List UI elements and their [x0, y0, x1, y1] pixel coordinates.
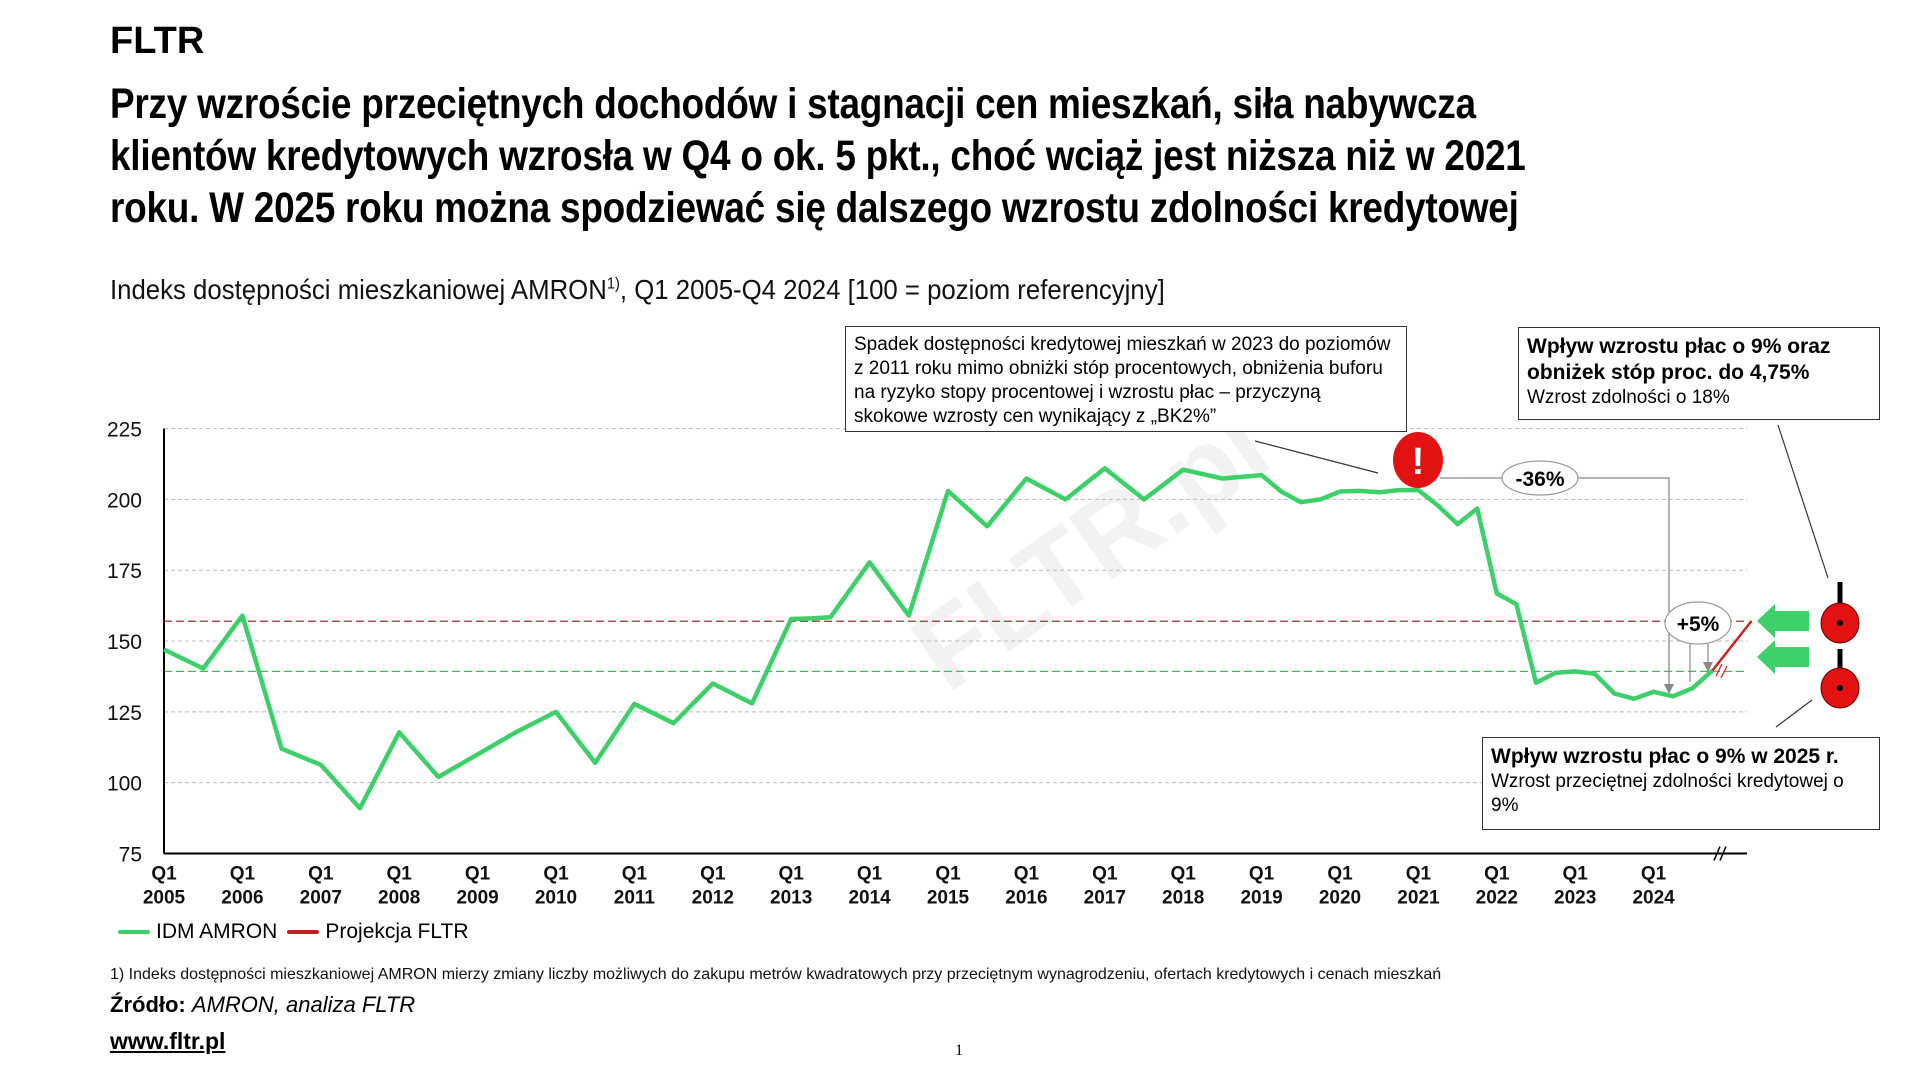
x-tick-year: 2010 [535, 888, 577, 909]
x-tick-quarter: Q1 [465, 864, 491, 885]
drop-label: -36% [1515, 468, 1564, 491]
x-tick-quarter: Q1 [151, 864, 177, 885]
x-tick-year: 2017 [1084, 888, 1126, 909]
x-tick-quarter: Q1 [1014, 864, 1040, 885]
y-tick-label: 150 [107, 631, 142, 654]
callout-leader-line [1777, 424, 1829, 579]
x-tick-quarter: Q1 [857, 864, 883, 885]
tick-labels: 75 100 125 150 175 200 225 Q1 2005 Q1 2006 Q1 2007 Q1… [107, 419, 1675, 909]
x-tick-year: 2006 [221, 888, 263, 909]
x-tick-year: 2009 [456, 888, 498, 909]
x-tick-quarter: Q1 [1171, 864, 1197, 885]
x-tick-year: 2011 [614, 888, 656, 909]
pin-center [1837, 685, 1843, 691]
headline-line-1: Przy wzroście przeciętnych dochodów i st… [110, 80, 1476, 128]
left-arrow-icon [1757, 640, 1809, 674]
rise-badge [1664, 601, 1732, 645]
legend-swatch-red [287, 930, 320, 935]
x-tick-year: 2019 [1240, 888, 1282, 909]
pin-center [1837, 620, 1843, 626]
headline-line-3: roku. W 2025 roku można spodziewać się d… [110, 184, 1519, 232]
projection-break-mark [1715, 663, 1728, 679]
series-line-projekcja-fltr [1711, 620, 1753, 672]
wages-scenario-callout: Wpływ wzrostu płac o 9% w 2025 r. Wzrost… [1482, 737, 1880, 830]
y-tick-label: 175 [107, 560, 142, 583]
x-tick-quarter: Q1 [1563, 864, 1589, 885]
x-tick-year: 2008 [378, 888, 420, 909]
legend-item-projekcja: Projekcja FLTR [287, 920, 469, 944]
x-tick-year: 2012 [692, 888, 734, 909]
x-tick-quarter: Q1 [700, 864, 726, 885]
legend-item-idm-amron: IDM AMRON [118, 920, 277, 944]
x-tick-year: 2015 [927, 888, 970, 909]
subtitle-footnote-ref: 1) [606, 275, 620, 293]
x-tick-quarter: Q1 [1406, 864, 1432, 885]
x-tick-year: 2022 [1476, 888, 1518, 909]
website-link[interactable]: www.fltr.pl [110, 1028, 226, 1054]
x-tick-year: 2007 [300, 888, 342, 909]
x-tick-quarter: Q1 [387, 864, 413, 885]
axis-break-mark [1713, 846, 1727, 861]
callout-leader-line [1775, 699, 1813, 728]
subtitle-main: Indeks dostępności mieszkaniowej AMRON [110, 274, 607, 305]
headline-line-2: klientów kredytowych wzrosła w Q4 o ok. … [110, 132, 1526, 180]
x-tick-quarter: Q1 [1484, 864, 1510, 885]
wages-scenario-title: Wpływ wzrostu płac o 9% w 2025 r. [1491, 745, 1839, 768]
x-tick-quarter: Q1 [543, 864, 569, 885]
alert-icon [1393, 432, 1443, 488]
footnote: 1) Indeks dostępności mieszkaniowej AMRO… [110, 966, 1442, 983]
x-tick-year: 2018 [1162, 888, 1204, 909]
x-tick-year: 2023 [1554, 888, 1596, 909]
x-tick-year: 2021 [1397, 888, 1440, 909]
rates-scenario-title: Wpływ wzrostu płac o 9% oraz obniżek stó… [1527, 335, 1831, 384]
x-tick-year: 2020 [1319, 888, 1361, 909]
x-tick-year: 2013 [770, 888, 812, 909]
annotation-graphics: -36%! +5% [1254, 424, 1860, 728]
left-arrow-icon [1757, 604, 1809, 638]
x-tick-quarter: Q1 [1641, 864, 1667, 885]
rates-scenario-text: Wzrost zdolności o 18% [1527, 387, 1730, 408]
brand-logo: FLTR [110, 20, 205, 62]
x-tick-year: 2014 [848, 888, 891, 909]
wages-scenario-text: Wzrost przeciętnej zdolności kredytowej … [1491, 771, 1844, 816]
x-tick-quarter: Q1 [1327, 864, 1353, 885]
rates-scenario-callout: Wpływ wzrostu płac o 9% oraz obniżek stó… [1518, 327, 1880, 420]
arrowhead-icon [1664, 684, 1674, 694]
x-tick-year: 2016 [1005, 888, 1047, 909]
arrowhead-icon [1703, 662, 1713, 672]
x-tick-quarter: Q1 [308, 864, 334, 885]
y-tick-label: 125 [107, 702, 142, 725]
series-lines [163, 466, 1753, 811]
x-tick-quarter: Q1 [779, 864, 805, 885]
y-tick-label: 200 [107, 489, 142, 512]
legend-label: Projekcja FLTR [325, 920, 469, 943]
y-tick-label: 100 [107, 773, 142, 796]
bk2-callout: Spadek dostępności kredytowej mieszkań w… [845, 326, 1407, 432]
chart-legend: IDM AMRON Projekcja FLTR [118, 920, 469, 944]
source-label: Źródło: [110, 992, 186, 1017]
x-tick-quarter: Q1 [622, 864, 648, 885]
x-tick-quarter: Q1 [230, 864, 256, 885]
drop-badge [1501, 460, 1579, 496]
page-number: 1 [955, 1042, 963, 1059]
legend-label: IDM AMRON [156, 920, 278, 943]
callout-leader-line [1254, 440, 1379, 474]
x-tick-quarter: Q1 [1092, 864, 1118, 885]
x-tick-year: 2005 [143, 888, 186, 909]
legend-swatch-green [118, 930, 150, 935]
x-tick-quarter: Q1 [935, 864, 961, 885]
source-note: Źródło: AMRON, analiza FLTR [110, 992, 415, 1018]
alert-icon-symbol: ! [1412, 441, 1425, 483]
y-tick-label: 75 [119, 844, 142, 867]
y-tick-label: 225 [107, 419, 142, 442]
rise-label: +5% [1677, 613, 1720, 636]
source-value: AMRON, analiza FLTR [191, 992, 416, 1017]
x-tick-quarter: Q1 [1249, 864, 1275, 885]
x-tick-year: 2024 [1632, 888, 1675, 909]
chart-subtitle: Indeks dostępności mieszkaniowej AMRON1)… [110, 274, 1165, 306]
axes [163, 428, 1747, 861]
subtitle-rest: , Q1 2005-Q4 2024 [100 = poziom referenc… [619, 274, 1165, 305]
watermark: FLTR.pl [891, 383, 1290, 714]
